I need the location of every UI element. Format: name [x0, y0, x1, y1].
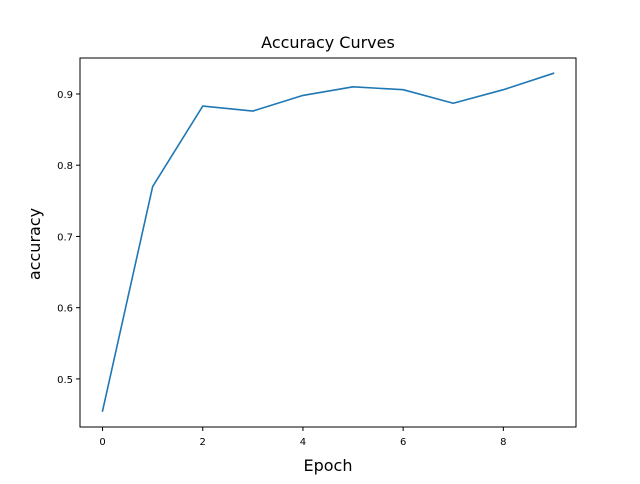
y-tick-label: 0.5	[57, 375, 73, 386]
x-tick-label: 6	[400, 437, 406, 448]
y-tick-label: 0.6	[57, 304, 73, 315]
chart-title: Accuracy Curves	[261, 33, 395, 52]
y-tick-label: 0.9	[57, 90, 73, 101]
y-tick-label: 0.7	[57, 232, 73, 243]
x-tick-label: 2	[200, 437, 206, 448]
series-line-0	[101, 72, 555, 412]
y-tick-label: 0.8	[57, 161, 73, 172]
y-axis-label: accuracy	[25, 208, 44, 280]
x-tick-label: 0	[99, 437, 105, 448]
x-tick-label: 8	[500, 437, 506, 448]
plot-area: 0 2 4 6 8 0.5 0.6 0.7 0.8 0.9	[57, 57, 577, 448]
x-tick-label: 4	[300, 437, 306, 448]
x-axis-label: Epoch	[304, 456, 353, 475]
axes-frame	[79, 57, 577, 428]
